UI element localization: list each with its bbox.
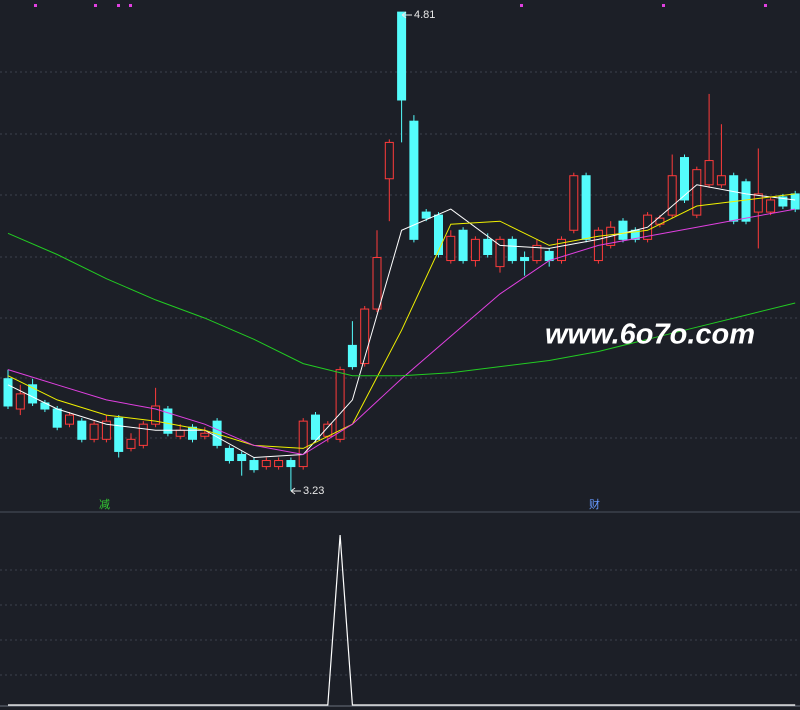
candle-body xyxy=(151,405,161,425)
ma-line xyxy=(7,208,796,456)
candle-body xyxy=(790,193,800,210)
candle-body xyxy=(495,238,505,268)
candle-body xyxy=(274,460,284,468)
high-label: 4.81 xyxy=(414,9,435,21)
candle-body xyxy=(507,238,517,262)
low-label: 3.23 xyxy=(303,485,324,497)
candle-body xyxy=(224,447,234,462)
candle-body xyxy=(766,199,776,213)
candle-body xyxy=(249,460,259,471)
candle-body xyxy=(446,235,456,262)
candle-body xyxy=(311,414,320,440)
candle-body xyxy=(704,160,714,186)
candle-body xyxy=(52,408,62,428)
candle-body xyxy=(163,408,173,434)
candle-body xyxy=(544,250,554,262)
candle-body xyxy=(335,369,345,440)
candle-body xyxy=(3,378,13,407)
candle-body xyxy=(716,175,726,186)
candle-body xyxy=(532,244,542,262)
candle-body xyxy=(372,257,382,310)
candle-body xyxy=(569,175,579,231)
ma-line xyxy=(7,184,796,459)
candle-body xyxy=(618,220,628,240)
candle-body xyxy=(397,11,407,101)
ma-line xyxy=(7,193,796,449)
candle-body xyxy=(237,453,247,462)
candle-body xyxy=(15,393,25,410)
dot xyxy=(662,4,665,7)
candle-body xyxy=(470,238,480,262)
candle-body xyxy=(175,429,185,437)
dot xyxy=(34,4,37,7)
candle-body xyxy=(384,141,394,180)
candle-body xyxy=(729,175,739,222)
dot xyxy=(520,4,523,7)
candle-body xyxy=(753,193,763,213)
low-arrow xyxy=(290,487,301,495)
candle-body xyxy=(188,426,197,440)
candle-body xyxy=(520,257,530,262)
candle-body xyxy=(581,175,591,240)
indicator-line xyxy=(8,534,796,706)
dot xyxy=(94,4,97,7)
candle-body xyxy=(360,308,370,365)
marker: 财 xyxy=(589,497,600,511)
candle-body xyxy=(200,432,210,437)
candle-body xyxy=(114,417,124,452)
candle-body xyxy=(483,238,493,256)
candle-body xyxy=(89,423,99,440)
dot xyxy=(764,4,767,7)
high-arrow xyxy=(401,11,412,19)
marker: 减 xyxy=(99,498,110,511)
candle-body xyxy=(409,120,419,240)
dot xyxy=(117,4,120,7)
candle-body xyxy=(778,196,788,207)
candle-body xyxy=(421,211,431,219)
candle-body xyxy=(101,420,111,440)
watermark: www.6o7o.com xyxy=(545,319,755,351)
candle-body xyxy=(28,384,38,404)
candle-body xyxy=(77,420,87,440)
top-dots xyxy=(34,4,767,7)
candle-body xyxy=(298,420,308,468)
candle-body xyxy=(286,460,296,468)
grid xyxy=(0,71,800,707)
candle-body xyxy=(65,414,74,425)
ma-line xyxy=(7,232,796,377)
candle-body xyxy=(347,344,357,368)
candle-body xyxy=(692,169,702,216)
candle-body xyxy=(261,460,271,468)
candle-body xyxy=(126,438,136,449)
candle-body xyxy=(680,157,689,201)
candle-body xyxy=(741,181,751,222)
candle-body xyxy=(138,423,148,446)
candle-body xyxy=(667,175,677,216)
candle-body xyxy=(434,214,443,256)
candle-body xyxy=(458,229,468,262)
dot xyxy=(129,4,132,7)
candle-body xyxy=(557,238,566,262)
